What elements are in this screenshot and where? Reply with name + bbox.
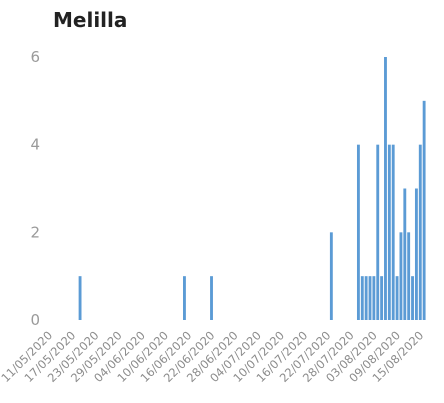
bar	[210, 276, 213, 320]
chart-title: Melilla	[53, 8, 128, 32]
bar	[368, 276, 372, 320]
bar	[387, 144, 391, 320]
bar	[376, 144, 380, 320]
bar	[422, 100, 426, 320]
x-axis: 11/05/202017/05/202023/05/202029/05/2020…	[0, 328, 426, 385]
bar	[403, 188, 407, 320]
bar	[364, 276, 368, 320]
bar	[384, 57, 387, 320]
bar	[380, 276, 384, 320]
bar	[356, 144, 360, 320]
bar-series	[78, 57, 426, 320]
y-axis: 0 2 4 6	[30, 48, 40, 329]
bar	[360, 276, 364, 320]
bar	[391, 144, 395, 320]
bar	[418, 144, 422, 320]
bar	[78, 276, 82, 320]
bar	[407, 232, 411, 320]
bar	[399, 232, 403, 320]
y-tick-label: 0	[30, 311, 40, 329]
y-tick-label: 4	[30, 136, 40, 154]
bar	[183, 276, 186, 320]
bar	[411, 276, 414, 320]
bar	[372, 276, 376, 320]
bar	[414, 188, 418, 320]
y-tick-label: 6	[30, 48, 40, 66]
y-tick-label: 2	[30, 223, 40, 241]
bar	[329, 232, 333, 320]
bar	[395, 276, 399, 320]
